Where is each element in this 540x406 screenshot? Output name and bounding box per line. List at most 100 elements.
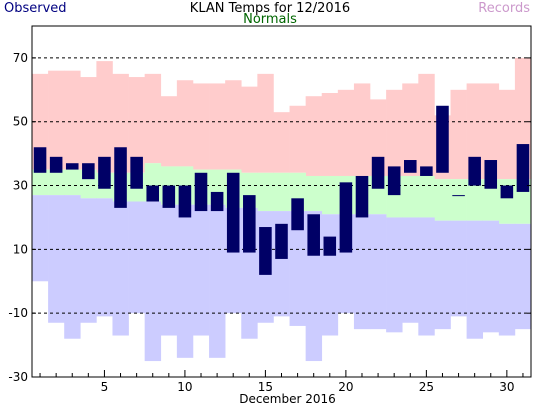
record-high-band — [386, 89, 403, 176]
record-high-band — [418, 73, 435, 176]
record-low-band — [418, 217, 435, 336]
record-high-band — [370, 99, 387, 176]
record-high-band — [209, 83, 226, 170]
record-low-band — [192, 204, 210, 336]
x-tick-label: 5 — [101, 380, 109, 394]
record-high-band — [273, 112, 290, 173]
record-high-band — [48, 70, 65, 170]
record-low-band — [321, 214, 339, 336]
record-low-band — [209, 204, 226, 358]
record-low-band — [434, 220, 451, 330]
x-tick-label: 20 — [338, 380, 353, 394]
observed-bar — [387, 166, 401, 196]
record-low-band — [386, 217, 403, 333]
x-tick-label: 25 — [419, 380, 434, 394]
record-high-band — [305, 96, 323, 176]
observed-bar — [275, 223, 288, 259]
record-high-band — [257, 73, 274, 173]
record-high-band — [80, 77, 97, 170]
y-tick-label: -10 — [8, 306, 28, 320]
observed-bar — [146, 185, 160, 202]
record-high-band — [241, 86, 258, 173]
record-low-band — [32, 195, 49, 282]
record-low-band — [514, 223, 532, 330]
normal-band — [257, 172, 274, 212]
legend-observed: Observed — [4, 1, 67, 16]
y-tick-label: -30 — [8, 370, 28, 384]
record-high-band — [321, 93, 339, 176]
record-low-band — [48, 195, 65, 323]
record-high-band — [466, 83, 484, 180]
record-low-band — [498, 223, 516, 336]
observed-bar — [452, 195, 465, 197]
record-low-band — [96, 198, 113, 317]
record-low-band — [128, 201, 145, 314]
record-low-band — [112, 201, 129, 336]
x-tick-label: 10 — [177, 380, 192, 394]
normal-band — [321, 175, 339, 215]
record-high-band — [482, 83, 500, 180]
normal-band — [434, 179, 451, 221]
observed-bar — [420, 166, 433, 176]
record-high-band — [450, 89, 467, 180]
record-low-band — [144, 201, 162, 362]
observed-bar — [130, 156, 143, 189]
observed-bar — [82, 163, 95, 180]
legend-normals: Normals — [243, 12, 297, 27]
observed-bar — [371, 156, 385, 189]
observed-bar — [65, 163, 79, 170]
record-high-band — [176, 80, 194, 167]
chart-title: KLAN Temps for 12/2016 — [189, 1, 351, 16]
record-low-band — [402, 217, 419, 323]
normal-band — [466, 179, 484, 221]
record-high-band — [128, 77, 145, 173]
normal-band — [418, 175, 435, 218]
record-low-band — [466, 220, 484, 339]
normal-band — [305, 175, 323, 212]
record-low-band — [160, 204, 178, 336]
record-high-band — [96, 61, 113, 173]
record-low-band — [176, 204, 194, 358]
normal-band — [32, 169, 49, 196]
observed-bar — [243, 195, 256, 253]
record-high-band — [225, 80, 242, 170]
normal-band — [273, 172, 290, 212]
record-low-band — [64, 195, 81, 339]
observed-bar — [404, 160, 417, 173]
observed-bar — [178, 185, 192, 218]
y-tick-label: 50 — [13, 115, 28, 129]
x-tick-label: 15 — [258, 380, 273, 394]
observed-bar — [114, 147, 127, 208]
record-low-band — [370, 214, 387, 330]
observed-bar — [259, 227, 272, 275]
observed-bar — [210, 191, 224, 212]
legend-records: Records — [478, 1, 530, 16]
record-low-band — [482, 220, 500, 333]
record-high-band — [192, 83, 210, 170]
y-tick-label: 10 — [13, 242, 28, 256]
observed-bar — [484, 160, 498, 189]
observed-bar — [307, 214, 320, 256]
record-high-band — [402, 83, 419, 176]
x-axis-label: December 2016 — [239, 392, 336, 406]
observed-bar — [98, 156, 111, 189]
observed-bar — [436, 105, 449, 173]
record-low-band — [353, 214, 371, 330]
record-low-band — [289, 211, 306, 326]
record-high-band — [353, 83, 371, 176]
observed-bar — [291, 198, 304, 231]
record-low-band — [80, 198, 97, 323]
observed-bar — [339, 182, 353, 253]
x-tick-label: 30 — [499, 380, 514, 394]
observed-bar — [468, 156, 481, 186]
normal-band — [402, 175, 419, 218]
observed-bar — [49, 156, 63, 173]
observed-bar — [516, 144, 530, 192]
record-high-band — [498, 89, 516, 180]
record-high-band — [144, 73, 162, 164]
observed-bar — [162, 185, 176, 208]
observed-bar — [33, 147, 47, 173]
observed-bar — [194, 172, 208, 212]
observed-bar — [226, 172, 240, 253]
